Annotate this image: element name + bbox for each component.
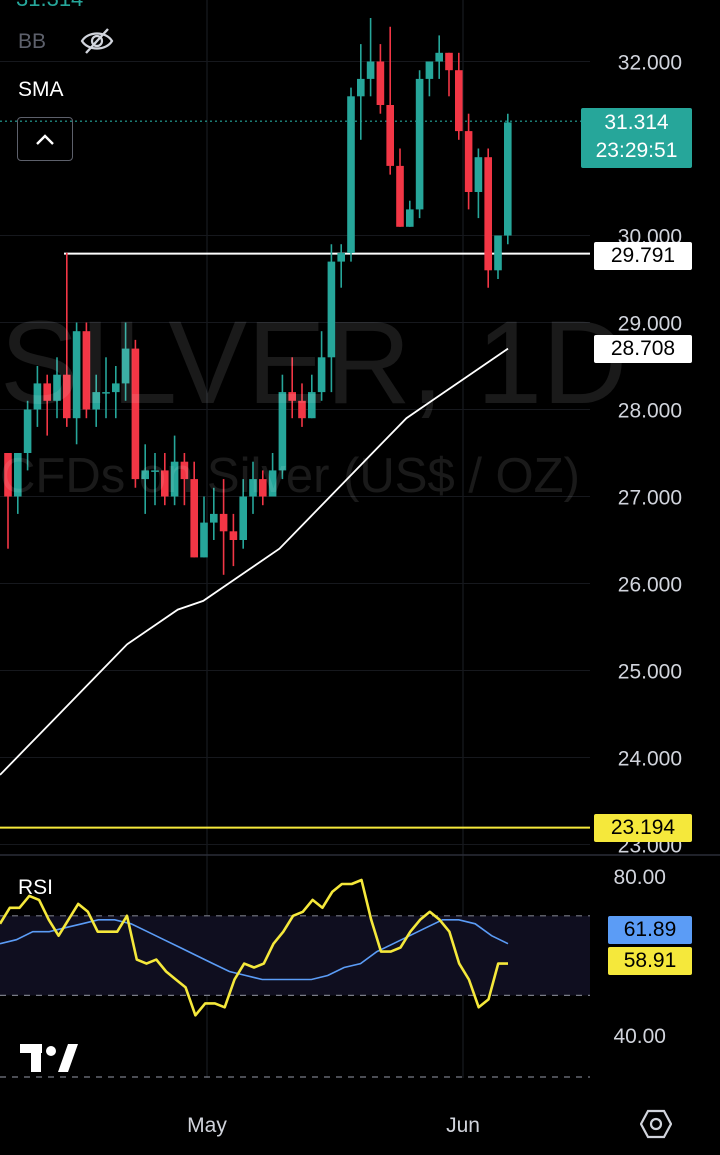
candle-body — [278, 392, 287, 471]
candle-body — [415, 78, 424, 210]
sma-label[interactable]: SMA — [18, 78, 64, 101]
price-tick-label: 28.000 — [618, 400, 682, 423]
gear-icon[interactable] — [640, 1108, 672, 1140]
candle-body — [317, 357, 326, 393]
symbol-watermark: SILVER, 1D — [0, 297, 628, 429]
candle-body — [23, 409, 32, 453]
price-tick-label: 25.000 — [618, 661, 682, 684]
rsi-tick-label: 80.00 — [613, 866, 666, 889]
candle-body — [229, 531, 238, 540]
candle-body — [141, 470, 149, 480]
bar-countdown: 23:29:51 — [595, 139, 678, 162]
price-tick-label: 29.000 — [618, 313, 682, 336]
tradingview-logo — [20, 1044, 78, 1072]
candle-body — [366, 61, 375, 79]
candle-body — [219, 513, 228, 532]
support-level-tag: 23.194 — [594, 814, 692, 842]
candle-body — [445, 52, 453, 71]
candle-body — [82, 331, 91, 410]
price-tick-label: 26.000 — [618, 574, 682, 597]
candle-body — [151, 470, 159, 472]
candle-body — [504, 122, 512, 236]
candle-body — [474, 157, 483, 192]
rsi-band — [0, 915, 590, 996]
candle-body — [210, 513, 218, 523]
sma-value-tag: 28.708 — [594, 335, 692, 363]
last-price-value: 31.314 — [604, 111, 669, 134]
candle-body — [63, 374, 71, 419]
candle-body — [72, 331, 81, 419]
candle-body — [406, 209, 414, 227]
sma-line — [0, 347, 509, 776]
chevron-up-icon — [36, 134, 54, 145]
candle-body — [268, 470, 277, 497]
candle-body — [308, 392, 316, 419]
candle-body — [494, 235, 502, 271]
candle-body — [121, 348, 130, 384]
candle-body — [239, 496, 247, 540]
candle-body — [347, 96, 355, 253]
candle-body — [92, 392, 100, 410]
rsi-ma-tag: 61.89 — [608, 916, 692, 944]
candle-body — [14, 453, 22, 497]
candle-body — [170, 461, 179, 497]
collapse-button[interactable] — [17, 117, 73, 161]
candle-body — [298, 400, 306, 419]
rsi-tick-label: 40.00 — [613, 1025, 666, 1048]
candle-body — [249, 479, 257, 497]
candle-body — [131, 348, 140, 480]
rsi-line — [0, 878, 508, 1017]
candle-body — [288, 392, 296, 401]
candle-body — [4, 453, 12, 497]
candle-body — [425, 61, 434, 79]
candle-body — [484, 157, 492, 271]
bb-label[interactable]: BB — [18, 30, 47, 53]
candle-body — [464, 131, 473, 192]
candle-body — [161, 470, 169, 497]
candle-body — [455, 70, 463, 132]
eye-off-icon[interactable] — [80, 26, 114, 56]
candle-body — [102, 392, 110, 394]
price-tick-label: 24.000 — [618, 748, 682, 771]
x-tick-label: May — [187, 1114, 227, 1137]
price-tick-label: 27.000 — [618, 487, 682, 510]
candle-body — [386, 105, 394, 166]
candle-body — [327, 261, 336, 358]
candle-body — [357, 78, 365, 97]
candle-body — [190, 479, 198, 558]
rsi-label[interactable]: RSI — [18, 876, 54, 899]
candle-body — [396, 165, 404, 227]
price-tick-label: 32.000 — [618, 52, 682, 75]
candle-body — [43, 383, 51, 401]
candle-body — [112, 383, 120, 393]
candle-body — [200, 522, 208, 558]
rsi-ma-line — [0, 918, 509, 981]
candle-body — [376, 61, 385, 105]
candle-body — [259, 479, 267, 497]
last-price-tag: 31.314 23:29:51 — [581, 108, 692, 168]
name-watermark: CFDs on Silver (US$ / OZ) — [0, 449, 580, 503]
candle-body — [435, 52, 443, 62]
x-tick-label: Jun — [446, 1114, 480, 1137]
candle-body — [33, 383, 42, 410]
resistance-level-tag: 29.791 — [594, 242, 692, 270]
rsi-value-tag: 58.91 — [608, 947, 692, 975]
candle-body — [180, 461, 189, 480]
top-price-partial: 31.314 — [16, 0, 83, 12]
candle-body — [337, 252, 345, 262]
candle-body — [53, 374, 61, 401]
